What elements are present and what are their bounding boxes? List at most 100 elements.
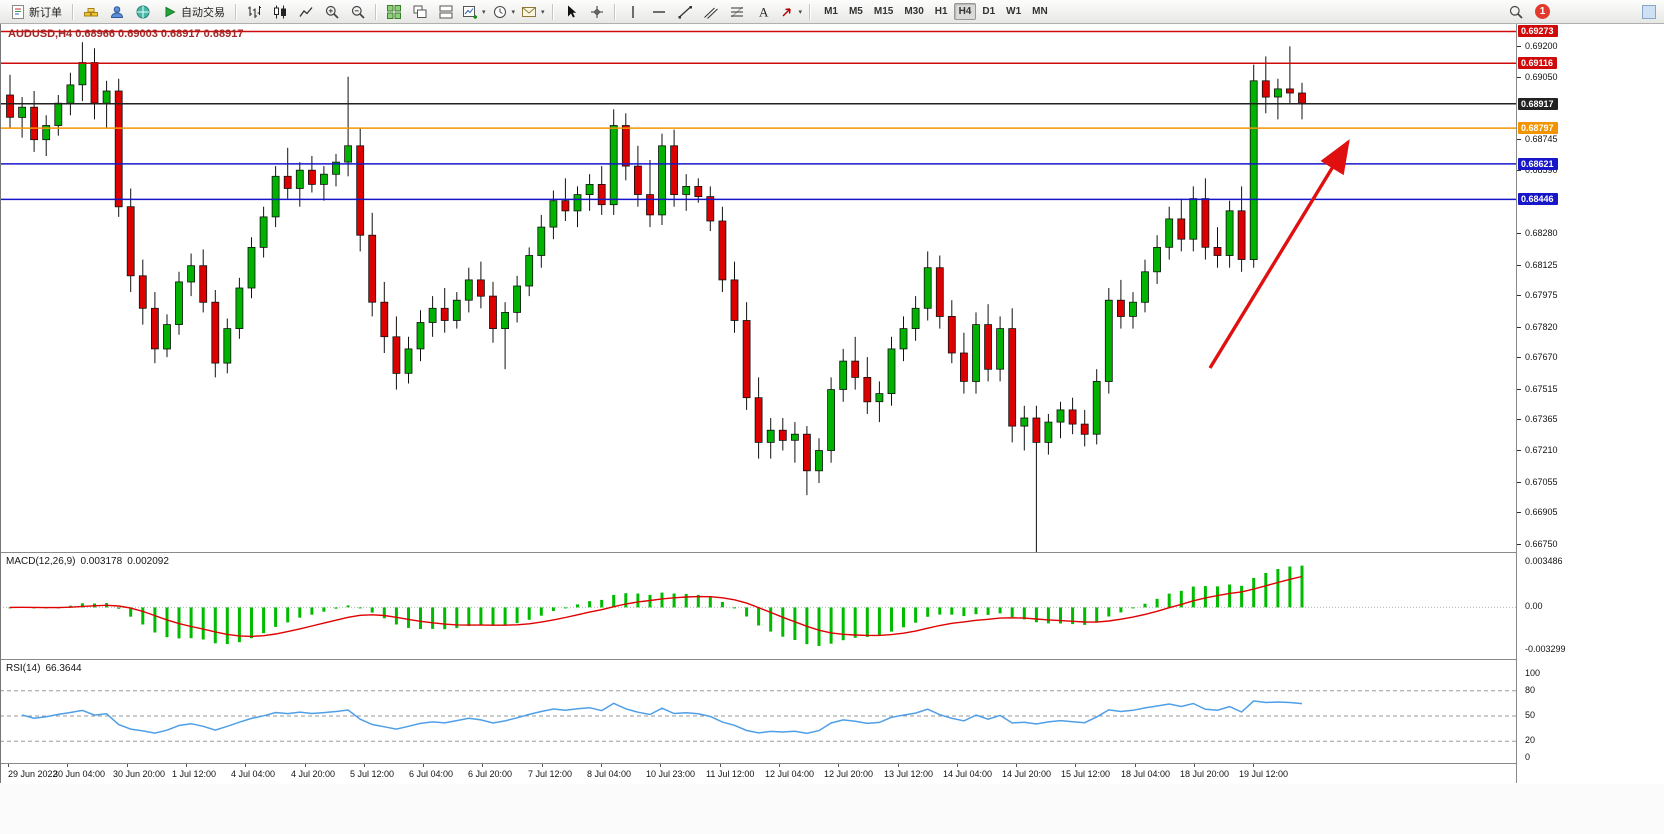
price-tick (1517, 46, 1521, 47)
price-chart[interactable] (0, 24, 1516, 552)
navigator-icon (136, 5, 150, 18)
time-axis[interactable]: 29 Jun 2022 30 Jun 04:00 30 Jun 20:00 1 Jul… (0, 763, 1664, 784)
line-chart-button[interactable] (293, 1, 319, 23)
bottom-filler (0, 784, 1664, 834)
candlestick-icon (274, 5, 286, 18)
time-tick (957, 764, 958, 767)
autotrade-play-icon (165, 6, 176, 17)
arrows-tool[interactable]: ▾ (776, 1, 806, 23)
price-tick-label: 0.67975 (1525, 290, 1558, 300)
time-axis-label: 29 Jun 2022 (8, 769, 58, 779)
price-axis[interactable]: 0.69200 0.69050 0.68745 0.68590 0.68280 0.681… (1517, 24, 1664, 783)
timeframe-D1[interactable]: D1 (982, 6, 996, 17)
new-chart-button[interactable]: ▾ (459, 1, 489, 23)
zoom-out-button[interactable] (345, 1, 371, 23)
price-tick (1517, 233, 1521, 234)
chart-left-edge (0, 24, 1, 783)
price-level-tag: 0.69273 (1518, 25, 1558, 37)
price-tick-label: 0.69050 (1525, 72, 1558, 82)
zoom-in-icon (325, 5, 339, 19)
arrow-tool-icon (782, 7, 791, 16)
chart-window: AUDUSD,H4 0.68966 0.69003 0.68917 0.6891… (0, 24, 1664, 834)
new-order-button[interactable]: 新订单 (4, 1, 68, 23)
cascade-windows-icon (413, 5, 427, 18)
macd-axis-label: -0.003299 (1525, 644, 1566, 654)
macd-chart[interactable] (0, 553, 1516, 659)
rsi-chart[interactable] (0, 660, 1516, 763)
period-clock-icon (493, 5, 506, 18)
notification-badge[interactable]: 1 (1535, 4, 1550, 19)
candle-chart-button[interactable] (267, 1, 293, 23)
time-axis-label: 30 Jun 04:00 (53, 769, 106, 779)
timeframe-H1[interactable]: H1 (934, 6, 948, 17)
price-tick-label: 0.68125 (1525, 260, 1558, 270)
timeframe-W1[interactable]: W1 (1006, 6, 1022, 17)
time-axis-label: 1 Jul 12:00 (172, 769, 217, 779)
rsi-axis-label: 20 (1525, 735, 1536, 745)
time-tick (838, 764, 839, 767)
rsi-axis-label: 80 (1525, 685, 1536, 695)
gold-bars-icon (84, 7, 98, 16)
price-tick (1517, 357, 1521, 358)
toolbar-right-group: 1 (1503, 1, 1660, 23)
timeframe-M30[interactable]: M30 (904, 6, 924, 17)
accounts-button[interactable] (104, 1, 130, 23)
vertical-line-tool[interactable] (620, 1, 646, 23)
time-tick (601, 764, 602, 767)
fibonacci-icon (730, 6, 743, 17)
macd-value-main: 0.003178 (80, 556, 123, 567)
toolbar: 新订单 自动交易 ▾ ▾ (0, 0, 1664, 24)
price-chart-panel[interactable]: AUDUSD,H4 0.68966 0.69003 0.68917 0.6891… (0, 24, 1664, 552)
price-level-tag: 0.68621 (1518, 158, 1558, 170)
trendline-tool[interactable] (672, 1, 698, 23)
timeframe-M1[interactable]: M1 (824, 6, 838, 17)
timeframe-MN[interactable]: MN (1032, 6, 1048, 17)
time-tick (660, 764, 661, 767)
price-tick-label: 0.66750 (1525, 539, 1558, 549)
price-tick-label: 0.67055 (1525, 477, 1558, 487)
chart-shot-button[interactable]: ▾ (518, 1, 548, 23)
tile-horizontal-button[interactable] (433, 1, 459, 23)
fibonacci-tool[interactable] (724, 1, 750, 23)
toolbar-overflow-button[interactable] (1642, 4, 1656, 19)
timeframe-M15[interactable]: M15 (873, 6, 894, 17)
macd-axis-label: 0.003486 (1525, 556, 1563, 566)
rsi-panel[interactable]: RSI(14) 66.3644 (0, 659, 1664, 763)
channel-tool[interactable] (698, 1, 724, 23)
crosshair-button[interactable] (584, 1, 610, 23)
time-tick (67, 764, 68, 767)
period-button[interactable]: ▾ (489, 1, 519, 23)
zoom-out-icon (351, 5, 365, 19)
time-tick (1194, 764, 1195, 767)
timeframe-M5[interactable]: M5 (848, 6, 863, 17)
time-tick (1253, 764, 1254, 767)
new-order-icon (12, 4, 24, 19)
zoom-in-button[interactable] (319, 1, 345, 23)
macd-panel[interactable]: MACD(12,26,9) 0.003178 0.002092 (0, 552, 1664, 659)
svg-text:A: A (759, 4, 769, 19)
tile-windows-button[interactable] (381, 1, 407, 23)
time-axis-label: 13 Jul 12:00 (884, 769, 934, 779)
price-tick-label: 0.67670 (1525, 352, 1558, 362)
vertical-line-icon (631, 5, 634, 18)
auto-trading-button[interactable]: 自动交易 (156, 1, 231, 23)
search-button[interactable] (1503, 1, 1529, 23)
new-order-label: 新订单 (29, 6, 62, 19)
time-axis-label: 14 Jul 04:00 (943, 769, 993, 779)
timeframe-H4[interactable]: H4 (953, 3, 977, 20)
market-watch-button[interactable] (78, 1, 104, 23)
time-tick (542, 764, 543, 767)
macd-name: MACD(12,26,9) (6, 556, 76, 567)
price-tick-label: 0.67365 (1525, 414, 1558, 424)
ohlc-chart-button[interactable] (241, 1, 267, 23)
cascade-windows-button[interactable] (407, 1, 433, 23)
text-tool[interactable]: A (750, 1, 776, 23)
time-axis-label: 15 Jul 12:00 (1061, 769, 1111, 779)
horizontal-line-tool[interactable] (646, 1, 672, 23)
time-tick (720, 764, 721, 767)
chevron-down-icon: ▾ (511, 8, 516, 16)
price-tick (1517, 482, 1521, 483)
navigator-button[interactable] (130, 1, 156, 23)
rsi-axis-label: 100 (1525, 668, 1541, 678)
cursor-button[interactable] (558, 1, 584, 23)
